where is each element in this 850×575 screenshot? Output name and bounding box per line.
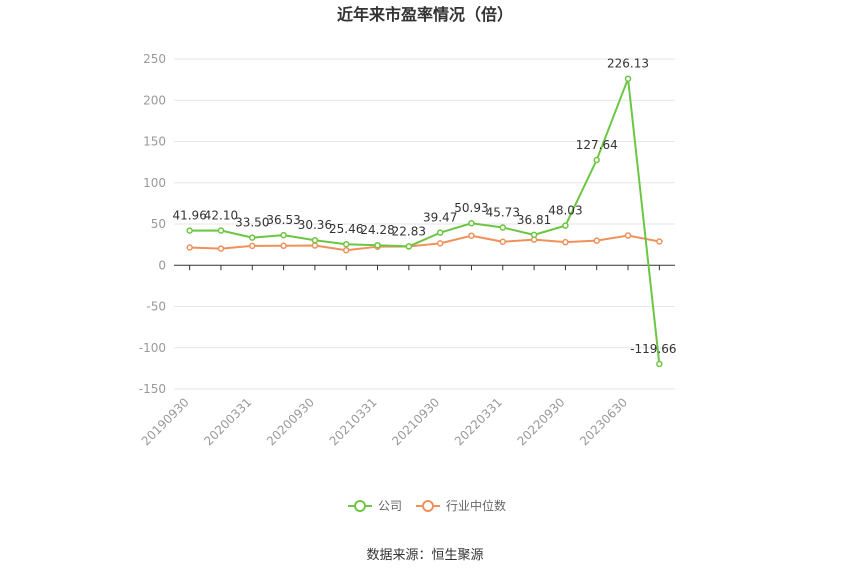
point-s1-1 xyxy=(217,245,225,252)
point-s0-0 xyxy=(186,227,193,234)
data-labels: 41.9642.1033.5036.5330.3625.4624.2822.83… xyxy=(172,57,676,356)
point-s1-13 xyxy=(593,237,600,244)
point-s1-3 xyxy=(280,242,287,250)
y-tick-label-8: -150 xyxy=(139,382,166,396)
data-label-14: 226.13 xyxy=(607,57,649,71)
point-s1-5 xyxy=(342,246,350,254)
data-label-6: 24.28 xyxy=(360,223,394,237)
data-label-12: 48.03 xyxy=(548,204,582,218)
chart-title: 近年来市盈率情况（倍） xyxy=(337,5,513,24)
legend-marker-0 xyxy=(354,500,366,512)
data-label-4: 30.36 xyxy=(298,218,332,232)
point-s1-12 xyxy=(562,238,569,246)
point-s0-6 xyxy=(374,241,381,249)
data-label-0: 41.96 xyxy=(172,209,206,223)
series-line-1 xyxy=(189,234,660,252)
y-tick-label-3: 100 xyxy=(143,176,166,190)
x-axis: 20190930 20200331 20200930 20210331 20210930… xyxy=(139,264,675,448)
point-s1-0 xyxy=(186,244,193,251)
y-tick-label-1: 200 xyxy=(143,93,166,107)
point-s1-9 xyxy=(468,232,475,239)
x-tick-label-0: 20190930 xyxy=(139,395,192,448)
point-s0-4 xyxy=(311,236,319,244)
x-tick-label-6: 20220930 xyxy=(514,395,567,448)
point-s1-15 xyxy=(656,238,663,245)
point-s0-12 xyxy=(562,222,569,229)
x-tick-label-3: 20210331 xyxy=(327,395,380,448)
data-label-10: 45.73 xyxy=(486,206,520,220)
data-label-15: -119.66 xyxy=(630,342,676,356)
point-s1-8 xyxy=(436,240,444,247)
y-axis: 250 200 150 100 50 0 -50 -100 -150 xyxy=(139,52,166,396)
data-label-8: 39.47 xyxy=(423,211,457,225)
point-s0-8 xyxy=(436,229,444,236)
x-tick-label-4: 20210930 xyxy=(389,395,442,448)
point-s0-10 xyxy=(499,224,507,231)
y-tick-label-2: 150 xyxy=(143,135,166,149)
y-tick-label-7: -100 xyxy=(139,341,166,355)
data-label-7: 22.83 xyxy=(392,224,426,238)
data-label-3: 36.53 xyxy=(266,213,300,227)
y-tick-label-4: 50 xyxy=(151,217,166,231)
point-s0-9 xyxy=(468,219,475,227)
data-label-5: 25.46 xyxy=(329,222,363,236)
point-s0-1 xyxy=(217,227,225,234)
point-s0-5 xyxy=(342,240,350,248)
y-tick-label-5: 0 xyxy=(158,258,166,272)
point-s0-11 xyxy=(530,231,538,239)
y-tick-label-6: -50 xyxy=(146,300,166,314)
x-tick-label-1: 20200331 xyxy=(201,395,254,448)
x-tick-label-5: 20220331 xyxy=(452,395,505,448)
x-tick-label-7: 20230630 xyxy=(577,395,630,448)
legend-item-0[interactable]: 公司 xyxy=(348,499,402,513)
legend-item-1[interactable]: 行业中位数 xyxy=(416,498,506,513)
grid xyxy=(174,58,675,390)
data-label-11: 36.81 xyxy=(517,213,551,227)
data-label-2: 33.50 xyxy=(235,216,269,230)
x-tick-label-2: 20200930 xyxy=(264,395,317,448)
legend[interactable]: 公司 行业中位数 xyxy=(348,498,506,513)
data-label-13: 127.64 xyxy=(576,138,618,152)
point-s1-10 xyxy=(499,238,507,245)
y-tick-label-0: 250 xyxy=(143,52,166,66)
point-s0-15 xyxy=(656,360,663,368)
series-layer xyxy=(186,75,663,368)
point-s0-14 xyxy=(624,75,632,82)
point-s0-3 xyxy=(280,231,287,239)
legend-marker-1 xyxy=(422,500,434,512)
point-s0-7 xyxy=(405,243,413,250)
series-line-0 xyxy=(189,77,661,365)
point-s0-13 xyxy=(593,156,600,164)
source-note: 数据来源：恒生聚源 xyxy=(366,548,483,563)
point-s1-4 xyxy=(311,242,319,249)
legend-label-0: 公司 xyxy=(378,499,402,513)
point-s1-14 xyxy=(624,232,632,239)
data-label-9: 50.93 xyxy=(454,201,488,215)
legend-label-1: 行业中位数 xyxy=(446,498,506,513)
data-label-1: 42.10 xyxy=(204,209,238,223)
point-s0-2 xyxy=(249,234,256,241)
point-s1-2 xyxy=(249,242,256,250)
